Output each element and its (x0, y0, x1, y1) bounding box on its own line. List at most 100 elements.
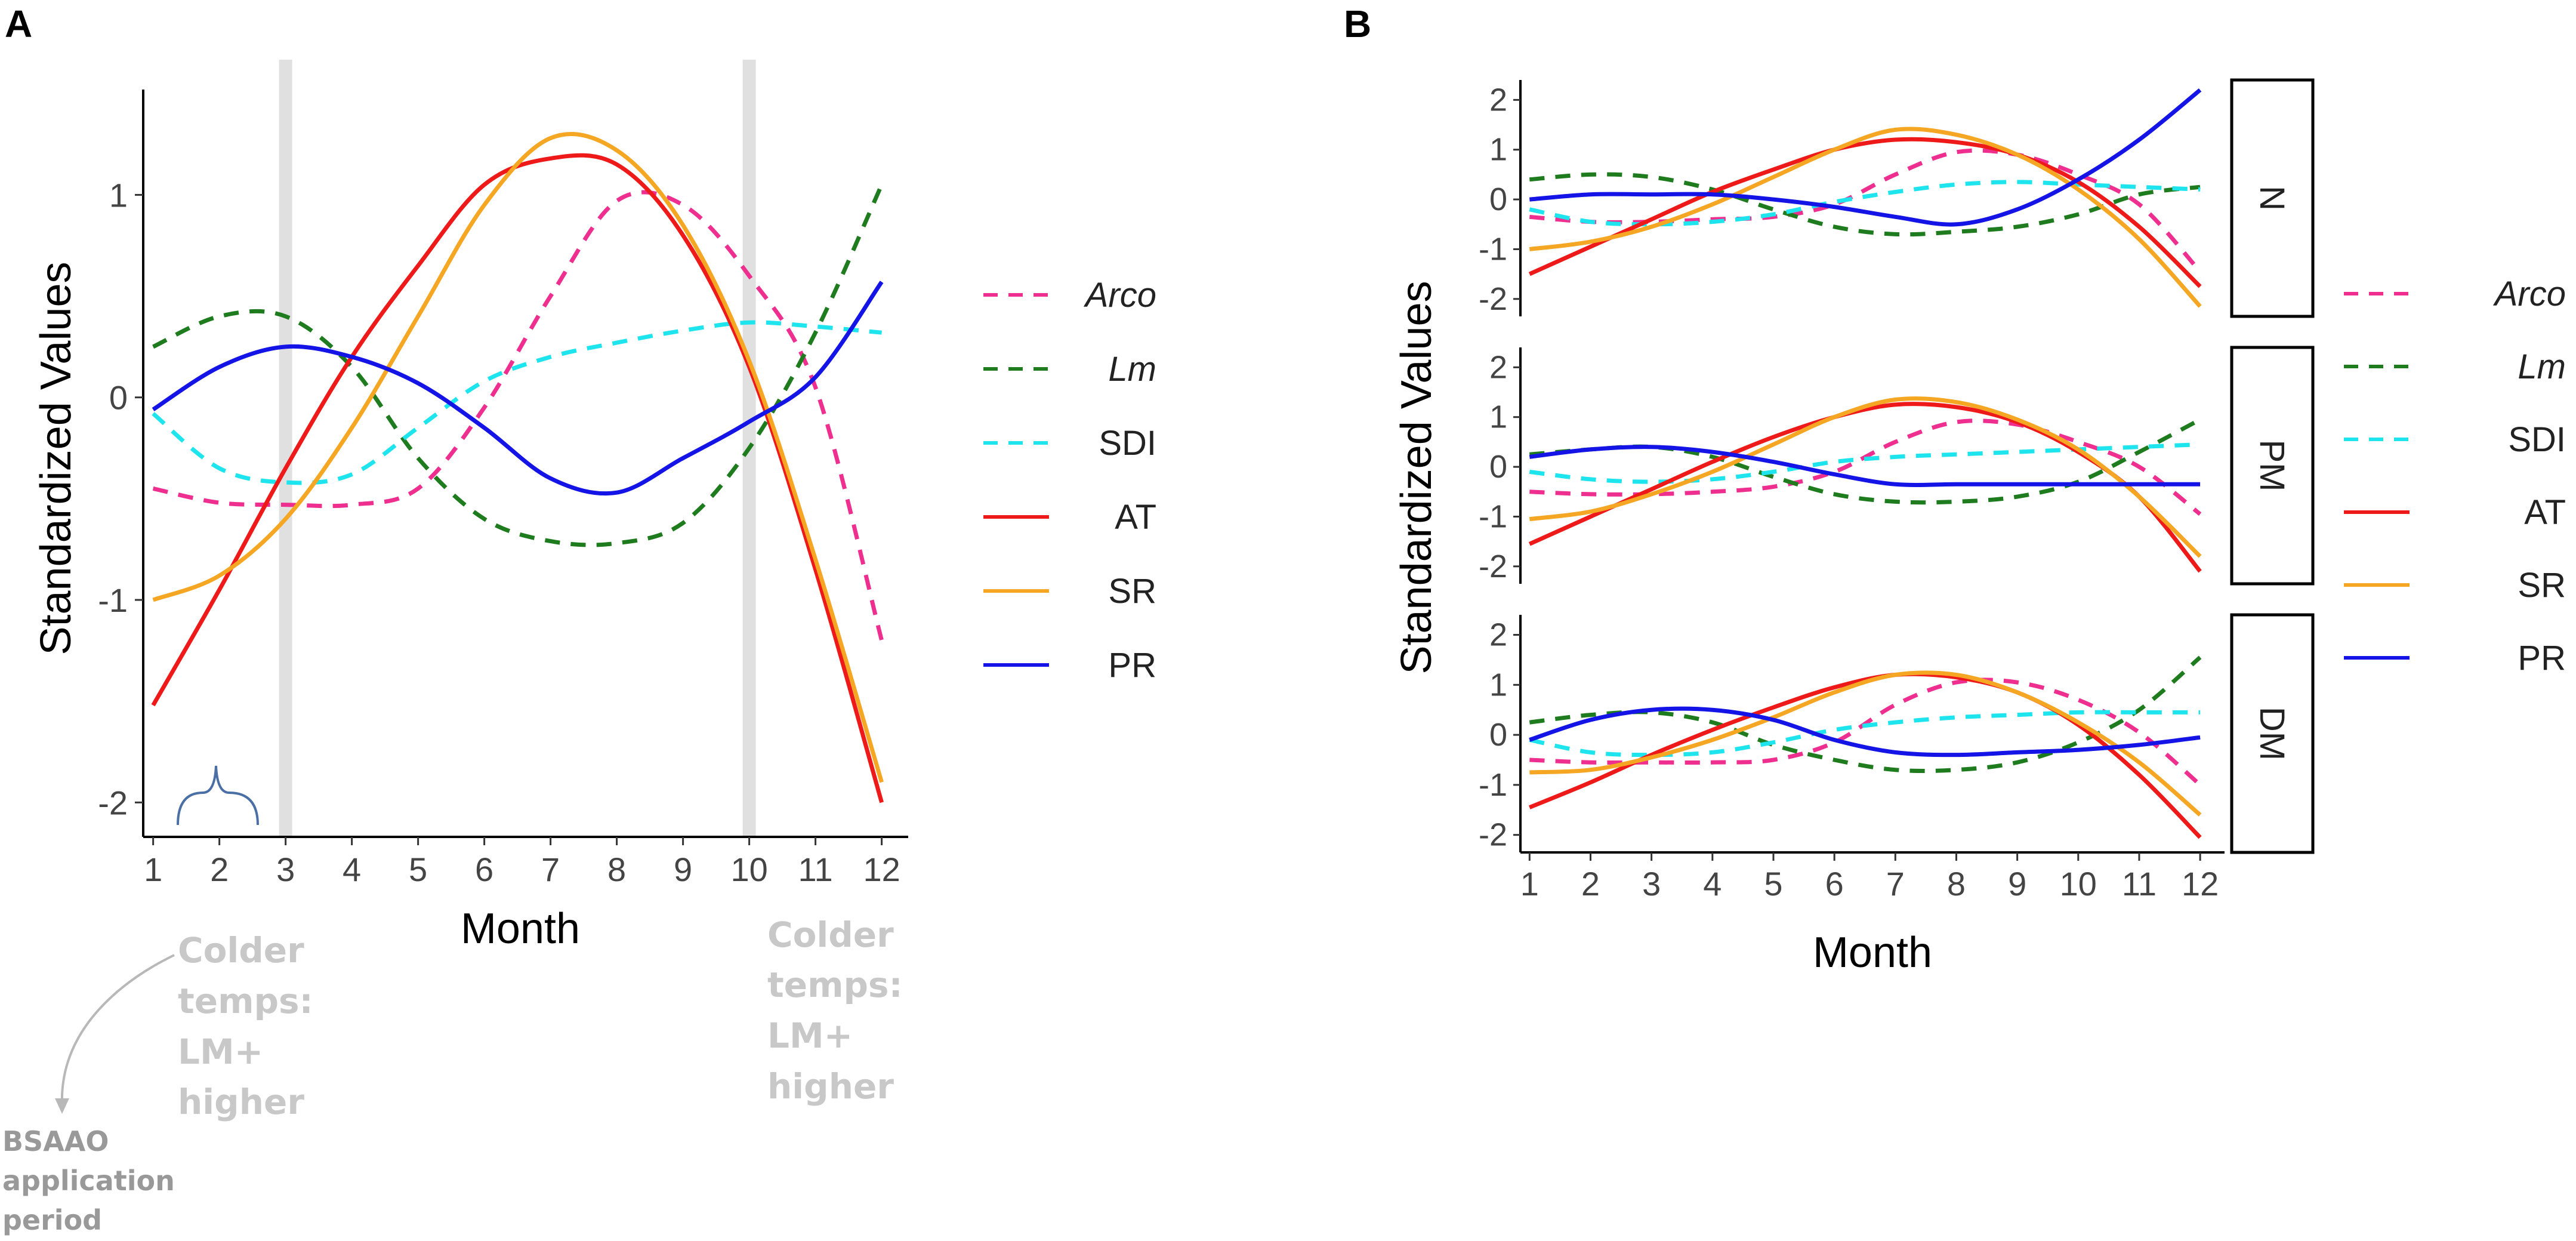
series-line-sr (1529, 670, 2202, 817)
facet-strip-label: PM (2253, 440, 2291, 492)
panel-b-x-tick-label: 8 (1947, 865, 1966, 903)
bsaao-note-line: application (2, 1165, 175, 1197)
series-line-at (1528, 137, 2202, 288)
panel-b-xlabel: Month (1813, 929, 1932, 977)
panel-a-x-tick-label: 5 (409, 851, 427, 888)
facet-strip (2230, 613, 2315, 854)
facet-strip-label: N (2253, 186, 2291, 211)
facet-y-tick-label: -2 (1479, 549, 1507, 584)
series-line-sdi (1529, 442, 2201, 484)
panel-label-b: B (1344, 2, 1371, 45)
panel-b-x-tick-label: 10 (2060, 865, 2097, 903)
highlight-band-month (279, 60, 292, 837)
colder-note-right: Colder temps: LM+ higher (767, 914, 903, 1107)
panel-a-x-tick-label: 2 (210, 851, 229, 888)
colder-note-left: Colder temps: LM+ higher (178, 930, 313, 1122)
panel-b-x-tick-label: 9 (2008, 865, 2026, 903)
facet-y-tick-label: -1 (1479, 498, 1507, 534)
facet-y-tick-label: 1 (1489, 132, 1507, 168)
colder-note-left-line: Colder (178, 930, 304, 971)
facet-strip (2230, 78, 2315, 318)
panel-a-x-tick-label: 3 (276, 851, 295, 888)
series-line-pr (1529, 88, 2202, 227)
panel-label-a: A (5, 2, 32, 45)
panel-a-x-tick-label: 4 (343, 851, 361, 888)
panel-b-legend: Arco Lm SDI AT SR PR (2344, 275, 2566, 678)
facet-y-tick-label: 0 (1489, 181, 1507, 217)
panel-b-x-tick-label: 11 (2122, 865, 2157, 903)
series-line-lm (1529, 172, 2201, 237)
facet-y-tick-label: 0 (1489, 717, 1507, 753)
panel-a-x-tick-label: 6 (475, 851, 493, 888)
legend-label-sr: SR (2518, 566, 2566, 605)
series-line-pr (1529, 445, 2201, 487)
facet-y-tick-label: 1 (1489, 667, 1507, 703)
facet-y-tick-label: 1 (1489, 399, 1507, 435)
panel-b-x-tick-label: 1 (1520, 865, 1539, 903)
panel-a-x-tick-label: 1 (144, 851, 162, 888)
facet-y-tick-label: 2 (1489, 349, 1507, 385)
panel-a-x-tick-label: 10 (730, 851, 767, 888)
facet-dm: -2 -1 0 1 2 DM (1479, 613, 2315, 854)
panel-b-ylabel: Standardized Values (1393, 281, 1440, 674)
panel-a-legend: Arco Lm SDI AT SR PR (983, 276, 1156, 685)
panel-a-y-tick-label: 1 (109, 176, 128, 214)
facet-y-tick-label: -2 (1479, 817, 1507, 853)
panel-a-x-tick-label: 12 (863, 851, 900, 888)
panel-b-x-tick-label: 2 (1581, 865, 1600, 903)
legend-label-sdi: SDI (2508, 420, 2566, 459)
facet-n: -2 -1 0 1 2 N (1479, 78, 2315, 318)
legend-label-lm: Lm (1108, 350, 1156, 389)
legend-label-lm: Lm (2518, 347, 2566, 386)
legend-label-pr: PR (1108, 646, 1156, 685)
colder-note-left-line: temps: (178, 981, 313, 1021)
facet-pm: -2 -1 0 1 2 PM (1479, 346, 2315, 586)
series-line-sdi (152, 320, 882, 485)
facet-y-tick-label: 0 (1489, 449, 1507, 485)
panel-b-x-tick-label: 6 (1825, 865, 1844, 903)
legend-label-pr: PR (2518, 639, 2566, 678)
bsaao-arrowhead (55, 1098, 69, 1114)
facet-y-tick-label: -1 (1479, 767, 1507, 803)
panel-b-x-tick-label: 3 (1642, 865, 1661, 903)
bsaao-note-line: period (2, 1204, 102, 1236)
series-line-sr (1529, 396, 2202, 558)
bsaao-note: BSAAO application period (2, 1125, 175, 1236)
bsaao-note-line: BSAAO (2, 1125, 109, 1157)
legend-label-sdi: SDI (1099, 424, 1156, 463)
bsaao-arrow (60, 954, 175, 1105)
facet-y-tick-label: 2 (1489, 82, 1507, 118)
series-line-at (151, 153, 884, 803)
panel-b-x-tick-label: 5 (1764, 865, 1782, 903)
panel-a-x-tick-label: 11 (798, 851, 833, 888)
series-line-arco (1529, 678, 2202, 787)
series-line-lm (152, 184, 884, 547)
panel-a-y-tick-label: 0 (109, 379, 128, 417)
series-line-pr (1529, 706, 2201, 757)
facet-strip-label: DM (2253, 707, 2291, 760)
panel-b-x-tick-label: 7 (1886, 865, 1905, 903)
series-line-at (1528, 402, 2202, 573)
panel-a-xlabel: Month (461, 905, 580, 953)
legend-label-at: AT (1115, 498, 1156, 537)
colder-note-right-line: Colder (767, 914, 894, 955)
colder-note-left-line: LM+ (178, 1031, 263, 1072)
series-line-pr (152, 281, 884, 496)
panel-a-x-tick-label: 7 (541, 851, 560, 888)
series-line-sr (152, 132, 884, 783)
facet-y-tick-label: -1 (1479, 231, 1507, 267)
colder-note-left-line: higher (178, 1082, 304, 1122)
facet-y-tick-label: 2 (1489, 617, 1507, 653)
panel-a-x-tick-label: 8 (607, 851, 626, 888)
panel-a-y-tick-label: -2 (98, 784, 128, 821)
legend-label-sr: SR (1108, 572, 1156, 611)
panel-a-x-tick-label: 9 (674, 851, 692, 888)
facet-y-tick-label: -2 (1479, 281, 1507, 317)
bsaao-bracket (177, 765, 259, 826)
colder-note-right-line: temps: (767, 965, 903, 1005)
series-line-sdi (1529, 710, 2201, 757)
legend-label-arco: Arco (2493, 275, 2566, 313)
